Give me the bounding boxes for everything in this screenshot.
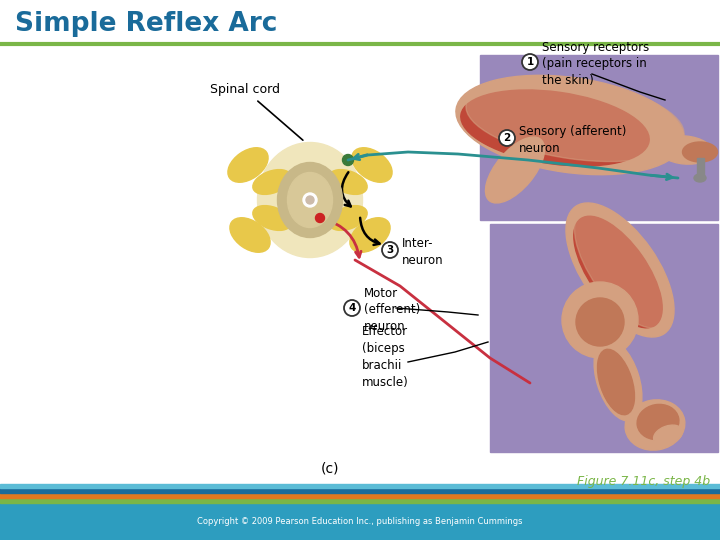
Ellipse shape — [253, 206, 291, 231]
Ellipse shape — [694, 174, 706, 182]
Text: Sensory receptors
(pain receptors in
the skin): Sensory receptors (pain receptors in the… — [542, 41, 649, 87]
Text: Figure 7.11c, step 4b: Figure 7.11c, step 4b — [577, 476, 710, 489]
Circle shape — [343, 154, 354, 165]
Circle shape — [562, 282, 638, 358]
Ellipse shape — [574, 216, 662, 328]
Ellipse shape — [352, 148, 392, 183]
Text: Sensory (afferent)
neuron: Sensory (afferent) neuron — [519, 125, 626, 155]
Ellipse shape — [654, 425, 683, 445]
Ellipse shape — [575, 208, 670, 328]
Ellipse shape — [258, 143, 362, 258]
Ellipse shape — [485, 137, 544, 203]
Ellipse shape — [253, 170, 291, 194]
Circle shape — [576, 298, 624, 346]
Ellipse shape — [637, 404, 679, 440]
Ellipse shape — [566, 203, 674, 337]
Ellipse shape — [329, 206, 367, 231]
Ellipse shape — [230, 218, 270, 252]
Text: 4: 4 — [348, 303, 356, 313]
Text: 2: 2 — [503, 133, 510, 143]
Ellipse shape — [657, 136, 712, 164]
Ellipse shape — [598, 349, 634, 415]
Ellipse shape — [329, 170, 367, 194]
Text: Effector
(biceps
brachii
muscle): Effector (biceps brachii muscle) — [362, 325, 409, 389]
Ellipse shape — [287, 172, 333, 227]
Circle shape — [499, 130, 515, 146]
Ellipse shape — [228, 148, 268, 183]
Ellipse shape — [456, 75, 684, 174]
Bar — [0, 503, 720, 540]
Circle shape — [303, 193, 317, 207]
Circle shape — [522, 54, 538, 70]
Text: Simple Reflex Arc: Simple Reflex Arc — [15, 11, 277, 37]
Ellipse shape — [625, 400, 685, 450]
Text: Inter-
neuron: Inter- neuron — [402, 237, 444, 267]
Bar — [0, 488, 720, 493]
Text: 1: 1 — [526, 57, 534, 67]
Text: Motor
(efferent)
neuron: Motor (efferent) neuron — [364, 287, 420, 333]
Circle shape — [306, 196, 314, 204]
Bar — [697, 158, 704, 178]
Circle shape — [382, 242, 398, 258]
Bar — [0, 484, 720, 488]
Bar — [480, 55, 718, 220]
Ellipse shape — [350, 218, 390, 252]
Ellipse shape — [683, 142, 718, 162]
Circle shape — [315, 213, 325, 222]
Bar — [0, 493, 720, 498]
Ellipse shape — [277, 163, 343, 238]
Text: 3: 3 — [387, 245, 394, 255]
Bar — [490, 224, 718, 452]
Ellipse shape — [466, 78, 684, 161]
Text: (c): (c) — [320, 461, 339, 475]
Text: Copyright © 2009 Pearson Education Inc., publishing as Benjamin Cummings: Copyright © 2009 Pearson Education Inc.,… — [197, 517, 523, 526]
Ellipse shape — [461, 90, 649, 166]
Circle shape — [344, 300, 360, 316]
Ellipse shape — [594, 339, 642, 421]
Text: Spinal cord: Spinal cord — [210, 84, 303, 140]
Bar — [0, 498, 720, 503]
